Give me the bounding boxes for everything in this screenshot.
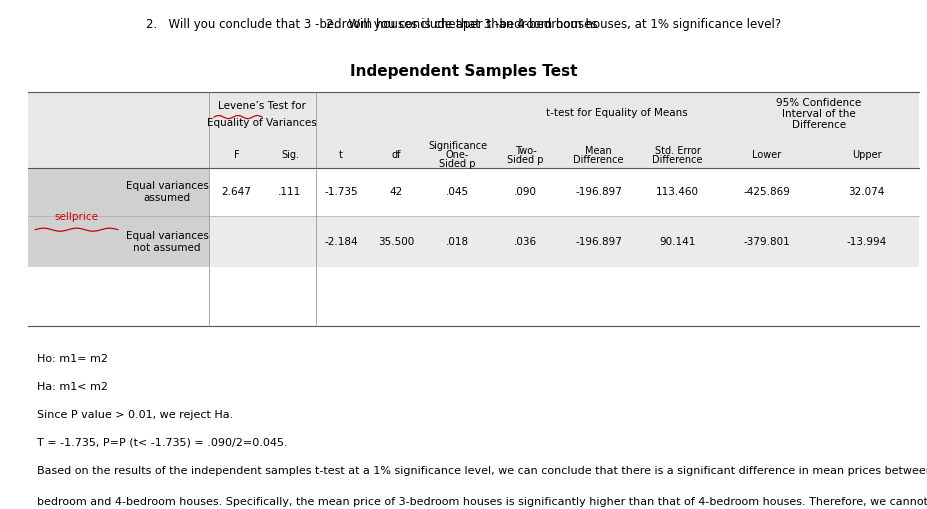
Text: .036: .036 (514, 237, 537, 247)
Text: 32.074: 32.074 (847, 187, 884, 197)
Text: -196.897: -196.897 (575, 237, 621, 247)
Text: 2.   Will you conclude that 3 -bedroom houses: 2. Will you conclude that 3 -bedroom hou… (326, 18, 601, 31)
Text: 95% Confidence: 95% Confidence (776, 98, 860, 108)
Text: Sided p: Sided p (438, 159, 476, 169)
Text: Mean: Mean (585, 146, 611, 156)
Text: Ho: m1= m2: Ho: m1= m2 (37, 354, 108, 364)
Text: -1.735: -1.735 (324, 187, 358, 197)
Text: 2.647: 2.647 (222, 187, 251, 197)
Text: -13.994: -13.994 (845, 237, 886, 247)
Text: Difference: Difference (652, 155, 702, 165)
Text: 35.500: 35.500 (377, 237, 413, 247)
Text: bedroom and 4-bedroom houses. Specifically, the mean price of 3-bedroom houses i: bedroom and 4-bedroom houses. Specifical… (37, 497, 927, 507)
Text: Two-: Two- (514, 146, 536, 156)
Text: Difference: Difference (791, 120, 845, 130)
Text: Independent Samples Test: Independent Samples Test (349, 64, 578, 78)
Text: Std. Error: Std. Error (654, 146, 700, 156)
Text: Significance: Significance (427, 141, 487, 151)
Text: df: df (390, 150, 400, 160)
Text: -196.897: -196.897 (575, 187, 621, 197)
Text: F: F (234, 150, 239, 160)
Text: 42: 42 (388, 187, 402, 197)
Text: t-test for Equality of Means: t-test for Equality of Means (546, 108, 687, 118)
Text: Interval of the: Interval of the (781, 109, 855, 119)
Text: .111: .111 (278, 187, 301, 197)
Text: Difference: Difference (573, 155, 623, 165)
Text: Equal variances: Equal variances (125, 231, 209, 241)
Text: .018: .018 (446, 237, 468, 247)
Text: Equal variances: Equal variances (125, 181, 209, 191)
Text: t: t (338, 150, 343, 160)
Text: Equality of Variances: Equality of Variances (207, 118, 317, 128)
Text: .045: .045 (446, 187, 468, 197)
Text: -2.184: -2.184 (324, 237, 358, 247)
Text: assumed: assumed (144, 193, 190, 203)
Text: Levene’s Test for: Levene’s Test for (218, 101, 306, 111)
Text: Upper: Upper (851, 150, 881, 160)
Text: Sig.: Sig. (281, 150, 298, 160)
Text: not assumed: not assumed (133, 243, 200, 253)
Text: 90.141: 90.141 (658, 237, 695, 247)
Text: 113.460: 113.460 (655, 187, 698, 197)
Text: .090: .090 (514, 187, 537, 197)
Text: One-: One- (445, 150, 469, 160)
Text: sellprice: sellprice (55, 212, 98, 222)
Text: -379.801: -379.801 (743, 237, 790, 247)
Text: T = -1.735, P=P (t< -1.735) = .090/2=0.045.: T = -1.735, P=P (t< -1.735) = .090/2=0.0… (37, 438, 287, 448)
Text: Ha: m1< m2: Ha: m1< m2 (37, 382, 108, 392)
Text: 2.   Will you conclude that 3 -bedroom houses is cheaper than 4-bedroom houses, : 2. Will you conclude that 3 -bedroom hou… (146, 18, 781, 31)
Text: Lower: Lower (752, 150, 781, 160)
Text: Since P value > 0.01, we reject Ha.: Since P value > 0.01, we reject Ha. (37, 410, 233, 420)
Text: -425.869: -425.869 (743, 187, 790, 197)
Text: Sided p: Sided p (507, 155, 543, 165)
Text: Based on the results of the independent samples t-test at a 1% significance leve: Based on the results of the independent … (37, 466, 927, 476)
